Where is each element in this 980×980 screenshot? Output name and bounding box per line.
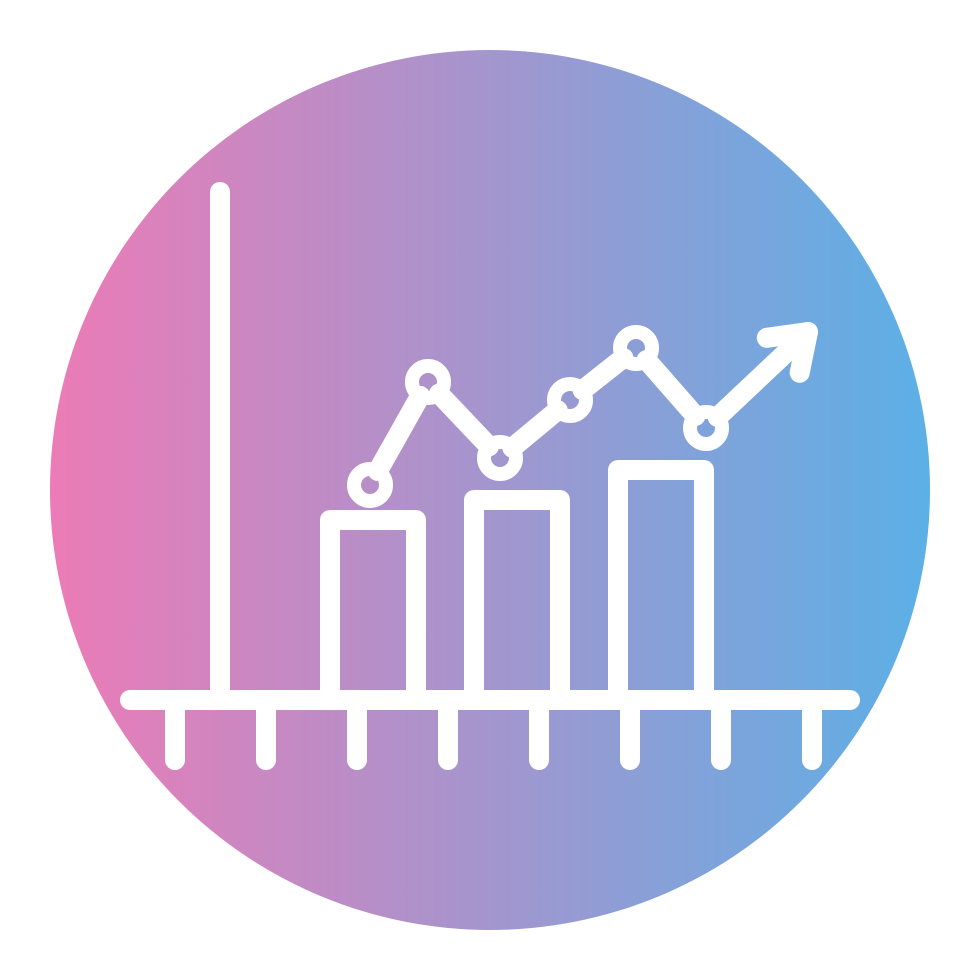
chart-icon-container: [0, 0, 980, 980]
trend-arrow-head: [767, 332, 808, 338]
bar-trend-chart-icon: [0, 0, 980, 980]
